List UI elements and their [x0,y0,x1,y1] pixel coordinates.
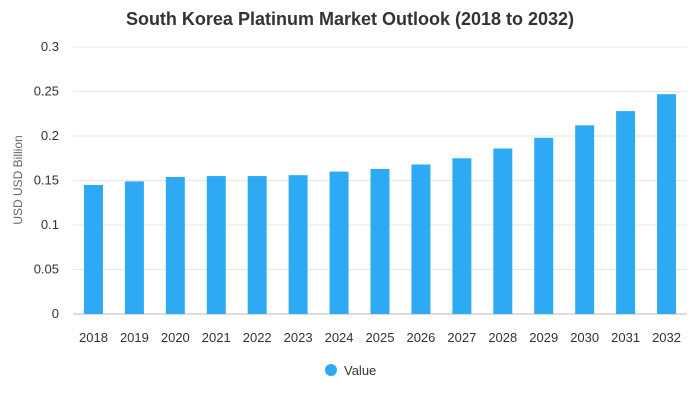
bar-2031[interactable] [616,111,636,314]
y-tick-label: 0.1 [41,217,59,232]
x-axis-ticks: 2018 2019 2020 2021 2022 2023 2024 2025 2026 2027… [79,330,681,345]
legend-label-value: Value [344,363,376,378]
bar-2032[interactable] [657,94,677,314]
x-tick-label: 2026 [406,330,435,345]
bar-2024[interactable] [329,171,349,314]
y-tick-label: 0.2 [41,128,59,143]
bar-2029[interactable] [534,137,554,314]
bar-2025[interactable] [370,168,390,314]
bar-2022[interactable] [247,176,267,314]
bar-2027[interactable] [452,158,472,314]
y-tick-label: 0.05 [34,262,59,277]
x-tick-label: 2019 [120,330,149,345]
x-tick-label: 2020 [161,330,190,345]
legend-swatch-value [325,364,337,376]
x-tick-label: 2022 [243,330,272,345]
y-tick-label: 0.25 [34,84,59,99]
x-tick-label: 2029 [529,330,558,345]
y-axis-label: USD USD Billion [11,135,25,224]
x-tick-label: 2028 [488,330,517,345]
y-tick-label: 0.3 [41,39,59,54]
x-tick-label: 2030 [570,330,599,345]
x-tick-label: 2025 [366,330,395,345]
y-tick-label: 0 [52,306,59,321]
bar-2019[interactable] [124,181,144,314]
bar-2030[interactable] [575,125,595,314]
bar-2028[interactable] [493,148,513,314]
bar-2023[interactable] [288,175,308,314]
x-tick-label: 2027 [447,330,476,345]
bar-2018[interactable] [83,184,103,314]
bar-2026[interactable] [411,164,431,314]
legend[interactable]: Value [325,363,376,378]
x-tick-label: 2032 [652,330,681,345]
bar-2020[interactable] [165,176,185,314]
y-tick-label: 0.15 [34,173,59,188]
x-tick-label: 2021 [202,330,231,345]
bar-2021[interactable] [206,176,226,314]
bars [83,94,677,314]
chart-title: South Korea Platinum Market Outlook (201… [126,9,574,29]
y-axis-ticks: 0 0.05 0.1 0.15 0.2 0.25 0.3 [34,39,59,321]
x-tick-label: 2031 [611,330,640,345]
x-tick-label: 2023 [284,330,313,345]
x-tick-label: 2018 [79,330,108,345]
x-tick-label: 2024 [325,330,354,345]
